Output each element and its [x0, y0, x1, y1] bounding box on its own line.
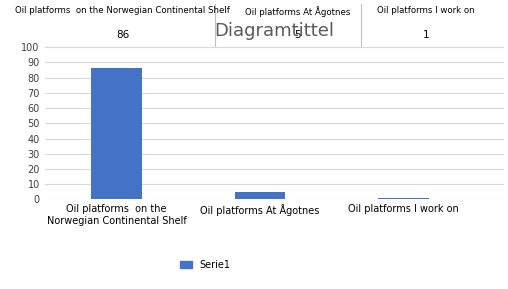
Text: 5: 5 — [294, 30, 301, 40]
Text: 1: 1 — [423, 30, 429, 40]
Text: Oil platforms At Ågotnes: Oil platforms At Ågotnes — [244, 6, 350, 17]
Bar — [235, 192, 285, 199]
Title: Diagramtittel: Diagramtittel — [214, 22, 334, 40]
Text: Oil platforms  on the Norwegian Continental Shelf: Oil platforms on the Norwegian Continent… — [15, 6, 230, 15]
Bar — [378, 198, 429, 199]
Bar — [91, 68, 142, 199]
Text: Oil platforms I work on: Oil platforms I work on — [377, 6, 474, 15]
Text: 86: 86 — [116, 30, 130, 40]
Legend: Serie1: Serie1 — [176, 256, 235, 274]
